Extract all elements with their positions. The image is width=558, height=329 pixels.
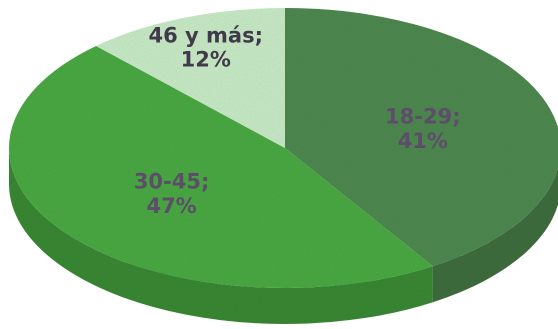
pie-sides bbox=[9, 148, 558, 324]
pie-slice-value-1: 47% bbox=[146, 194, 196, 218]
pie-slice-value-2: 12% bbox=[181, 48, 231, 72]
pie-slice-side-1 bbox=[9, 148, 433, 324]
pie-slice-value-0: 41% bbox=[398, 129, 448, 153]
pie-slice-0 bbox=[285, 8, 558, 267]
pie-slice-side-0 bbox=[432, 168, 558, 303]
pie-slice-2 bbox=[96, 8, 285, 148]
pie-labels: 18-29; 41% 30-45; 47% 46 y más; 12% bbox=[134, 23, 461, 217]
pie-slice-category-2: 46 y más; bbox=[149, 23, 264, 47]
pie-slice-label-1: 30-45; 47% bbox=[134, 170, 210, 218]
pie-slice-label-0: 18-29; 41% bbox=[385, 105, 461, 153]
pie-tops bbox=[9, 8, 558, 288]
pie-slice-label-2: 46 y más; 12% bbox=[149, 23, 264, 71]
pie-slice-category-1: 30-45; bbox=[134, 170, 210, 194]
pie-slice-category-0: 18-29; bbox=[385, 105, 461, 129]
pie-slice-1 bbox=[9, 45, 433, 288]
